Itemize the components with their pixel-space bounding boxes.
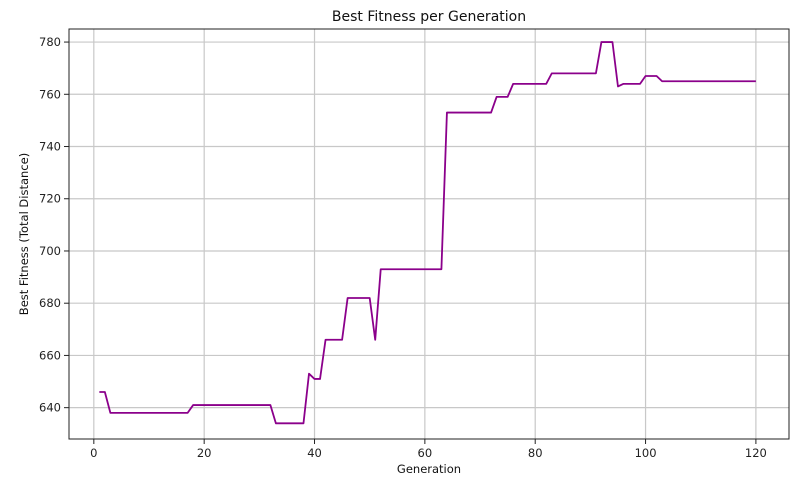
- x-axis-label: Generation: [397, 462, 461, 476]
- y-axis-ticks: 640 660 680 700 720 740 760 780: [39, 35, 69, 415]
- x-tick-label: 60: [418, 446, 433, 460]
- series-group: [99, 41, 756, 425]
- y-tick-label: 660: [39, 348, 61, 362]
- y-tick-label: 720: [39, 192, 61, 206]
- y-tick-label: 760: [39, 87, 61, 101]
- y-tick-label: 700: [39, 244, 61, 258]
- x-tick-label: 80: [528, 446, 543, 460]
- chart-title: Best Fitness per Generation: [332, 9, 526, 25]
- x-tick-label: 100: [635, 446, 657, 460]
- y-tick-label: 780: [39, 35, 61, 49]
- plot-frame: [68, 28, 790, 440]
- y-axis-label: Best Fitness (Total Distance): [17, 153, 31, 315]
- x-tick-label: 40: [307, 446, 322, 460]
- y-tick-label: 640: [39, 401, 61, 415]
- x-tick-label: 0: [90, 446, 97, 460]
- series-line-1: [99, 41, 756, 425]
- y-tick-label: 740: [39, 140, 61, 154]
- x-axis-ticks: 0 20 40 60 80 100 120: [90, 439, 767, 460]
- y-tick-label: 680: [39, 296, 61, 310]
- x-tick-label: 20: [197, 446, 212, 460]
- x-tick-label: 120: [745, 446, 767, 460]
- gridlines: [69, 29, 789, 439]
